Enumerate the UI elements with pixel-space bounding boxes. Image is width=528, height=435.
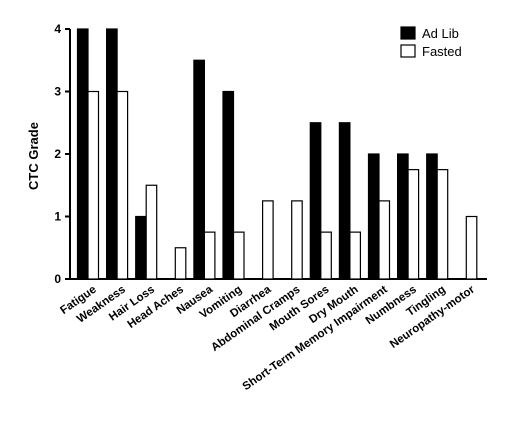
- y-axis-title: CTC Grade: [26, 122, 41, 190]
- bars: [76, 28, 478, 280]
- bar-fasted-short-term-memory-impairment: [378, 200, 391, 280]
- bar-ad-lib-dry-mouth: [338, 122, 351, 280]
- y-tick-label: 2: [54, 147, 61, 161]
- bar-ad-lib-short-term-memory-impairment: [367, 153, 380, 280]
- bar-ad-lib-hair-loss: [135, 215, 147, 280]
- bar-fasted-vomiting: [232, 231, 245, 280]
- bar-fasted-weakness: [116, 90, 129, 280]
- bar-ad-lib-mouth-sores: [309, 122, 322, 280]
- legend-label-fasted: Fasted: [422, 44, 462, 59]
- y-tick-label: 3: [54, 85, 61, 99]
- legend-swatch-ad-lib: [400, 26, 416, 40]
- bar-fasted-diarrhea: [262, 200, 274, 280]
- legend-swatch-fasted: [400, 44, 416, 58]
- bar-fasted-abdominal-cramps: [291, 200, 303, 280]
- bar-fasted-numbness: [407, 169, 420, 280]
- bar-fasted-nausea: [203, 231, 216, 280]
- bar-ad-lib-weakness: [105, 28, 118, 280]
- legend-label-ad-lib: Ad Lib: [422, 26, 459, 41]
- y-axis-ticks: 0 1 2 3 4: [54, 22, 70, 286]
- bar-ad-lib-tingling: [426, 153, 438, 280]
- bar-fasted-head-aches: [174, 247, 187, 280]
- bar-fasted-dry-mouth: [349, 231, 361, 280]
- bar-fasted-neuropathy-motor: [465, 215, 478, 280]
- y-tick-label: 1: [54, 210, 61, 224]
- bar-fasted-mouth-sores: [320, 231, 332, 280]
- bar-ad-lib-fatigue: [76, 28, 89, 280]
- bar-fasted-tingling: [436, 169, 449, 280]
- y-tick-label: 0: [54, 272, 61, 286]
- bar-ad-lib-nausea: [193, 59, 205, 280]
- bar-ad-lib-vomiting: [222, 90, 235, 280]
- bar-fasted-hair-loss: [145, 184, 158, 280]
- legend: Ad Lib Fasted: [400, 26, 462, 59]
- bar-fasted-fatigue: [87, 90, 100, 280]
- y-tick-label: 4: [54, 22, 61, 36]
- bar-ad-lib-numbness: [397, 153, 409, 280]
